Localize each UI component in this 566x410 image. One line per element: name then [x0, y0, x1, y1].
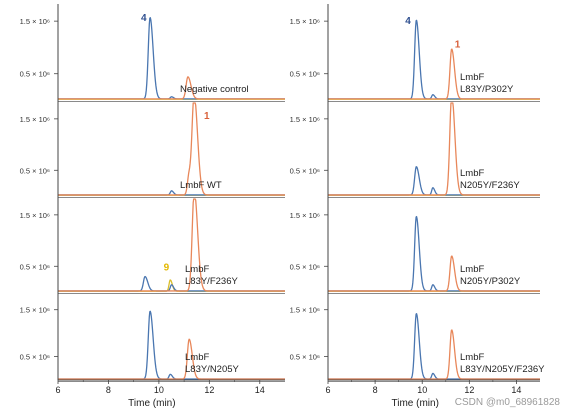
y-tick-label: 0.5 × 10⁶: [20, 70, 50, 79]
series-line-orange: [57, 102, 286, 196]
x-axis-label: Time (min): [392, 398, 439, 409]
panel-label: N205Y/P302Y: [460, 276, 521, 287]
panel-left-1: 0.5 × 10⁶ 1.5 × 10⁶ Negative control 4: [20, 13, 286, 102]
panel-label: LmbF: [185, 264, 209, 275]
x-tick-label: 14: [255, 385, 265, 395]
series-line-blue: [57, 310, 286, 380]
series-line-orange: [57, 76, 286, 100]
y-tick-label: 1.5 × 10⁶: [290, 115, 320, 124]
series-line-orange: [327, 102, 541, 196]
panel-label: LmbF WT: [180, 180, 222, 191]
y-tick-label: 1.5 × 10⁶: [20, 211, 50, 220]
compound-number: 4: [141, 13, 147, 24]
panel-label: N205Y/F236Y: [460, 180, 520, 191]
panel-label: LmbF: [185, 352, 209, 363]
y-tick-label: 0.5 × 10⁶: [20, 166, 50, 175]
series-line-orange: [57, 338, 286, 380]
panel-label: LmbF: [460, 72, 484, 83]
panel-left-2: 0.5 × 10⁶ 1.5 × 10⁶ LmbF WT 1: [20, 102, 286, 198]
compound-number: 1: [204, 111, 210, 122]
compound-number: 4: [405, 16, 411, 27]
panel-label: LmbF: [460, 352, 484, 363]
x-tick-label: 10: [154, 385, 164, 395]
y-tick-label: 0.5 × 10⁶: [290, 353, 320, 362]
y-tick-label: 1.5 × 10⁶: [290, 17, 320, 26]
y-tick-label: 0.5 × 10⁶: [20, 353, 50, 362]
panel-label: LmbF: [460, 168, 484, 179]
y-tick-label: 1.5 × 10⁶: [20, 115, 50, 124]
x-tick-label: 14: [511, 385, 521, 395]
series-line-orange: [57, 198, 286, 292]
y-tick-label: 0.5 × 10⁶: [290, 262, 320, 271]
x-tick-label: 6: [325, 385, 330, 395]
compound-number: 1: [455, 39, 461, 50]
panel-label: L83Y/N205Y/F236Y: [460, 364, 545, 375]
series-line-orange: [327, 255, 541, 292]
watermark-text: CSDN @m0_68961828: [454, 397, 560, 408]
panel-label: LmbF: [460, 264, 484, 275]
y-tick-label: 0.5 × 10⁶: [290, 70, 320, 79]
panel-label: L83Y/P302Y: [460, 84, 514, 95]
x-tick-label: 8: [373, 385, 378, 395]
series-line-orange: [327, 48, 541, 100]
x-tick-label: 6: [55, 385, 60, 395]
x-tick-label: 8: [106, 385, 111, 395]
compound-number: 9: [164, 262, 170, 273]
y-tick-label: 0.5 × 10⁶: [290, 166, 320, 175]
y-tick-label: 1.5 × 10⁶: [290, 306, 320, 315]
panel-label: Negative control: [180, 84, 249, 95]
panel-label: L83Y/N205Y: [185, 364, 240, 375]
x-tick-label: 12: [204, 385, 214, 395]
series-line-blue: [57, 17, 286, 100]
panel-label: L83Y/F236Y: [185, 276, 238, 287]
y-tick-label: 0.5 × 10⁶: [20, 262, 50, 271]
x-axis-label: Time (min): [128, 398, 175, 409]
y-tick-label: 1.5 × 10⁶: [20, 306, 50, 315]
x-tick-label: 12: [464, 385, 474, 395]
y-tick-label: 1.5 × 10⁶: [290, 211, 320, 220]
series-line-orange: [327, 329, 541, 380]
y-tick-label: 1.5 × 10⁶: [20, 17, 50, 26]
x-tick-label: 10: [417, 385, 427, 395]
